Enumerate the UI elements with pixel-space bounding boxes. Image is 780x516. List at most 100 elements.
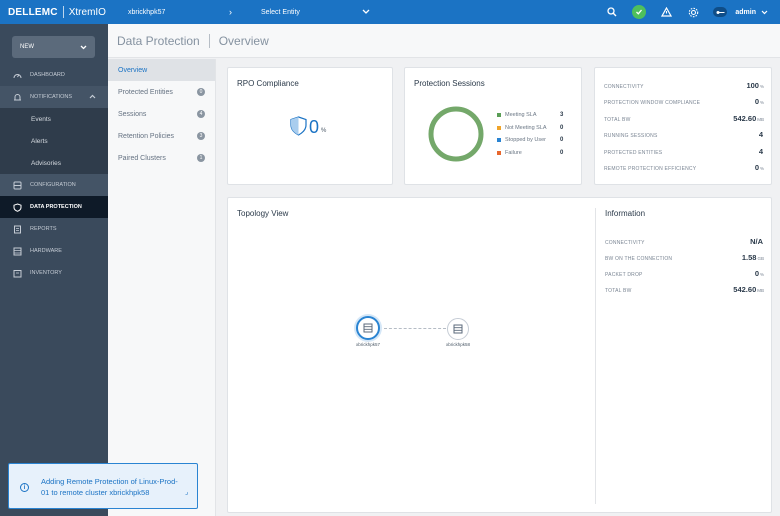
sidebar-item-reports[interactable]: REPORTS xyxy=(0,218,108,240)
user-menu[interactable]: admin xyxy=(713,7,768,17)
user-name: admin xyxy=(735,8,756,16)
sidebar-item-alerts[interactable]: Alerts xyxy=(0,130,108,152)
sidebar-item-label: Advisories xyxy=(31,159,61,167)
sidebar-item-label: HARDWARE xyxy=(30,248,62,254)
cluster-node-remote[interactable]: xbrickhpk58 xyxy=(446,318,470,347)
header-separator xyxy=(208,33,210,48)
stat-value: 0 xyxy=(754,97,759,106)
stat-label: REMOTE PROTECTION EFFICIENCY xyxy=(604,166,697,172)
entity-selector[interactable]: Select Entity xyxy=(261,8,300,16)
subnav-label: Overview xyxy=(118,66,148,74)
stat-total-bw: TOTAL BW 542.60MB xyxy=(604,114,764,123)
legend-row-not-meeting-sla: Not Meeting SLA 0 xyxy=(497,122,563,135)
sidebar-item-advisories[interactable]: Advisories xyxy=(0,152,108,174)
sidebar-item-hardware[interactable]: HARDWARE xyxy=(0,240,108,262)
info-label: PACKET DROP xyxy=(605,272,643,278)
info-value: 1.58 xyxy=(741,253,757,262)
report-icon xyxy=(13,225,22,234)
legend-value: 0 xyxy=(560,137,564,144)
sidebar-item-dashboard[interactable]: DASHBOARD xyxy=(0,64,108,86)
health-ok-icon[interactable] xyxy=(632,5,647,19)
subnav-label: Protected Entities xyxy=(118,88,173,96)
dell-emc-logo: DELLEMC xyxy=(8,6,58,18)
chevron-down-icon xyxy=(80,45,87,49)
legend-swatch xyxy=(497,150,501,155)
info-unit: % xyxy=(759,272,764,277)
chevron-down-icon xyxy=(761,10,768,14)
sidebar-item-events[interactable]: Events xyxy=(0,108,108,130)
legend-value: 3 xyxy=(560,112,564,119)
info-unit: MB xyxy=(757,288,764,293)
legend-swatch xyxy=(497,138,501,143)
subnav-label: Sessions xyxy=(118,110,147,118)
stat-label: TOTAL BW xyxy=(604,117,631,123)
subnav-item-sessions[interactable]: Sessions 4 xyxy=(108,103,215,125)
brand-separator xyxy=(62,6,64,18)
sidebar-nav: DASHBOARD NOTIFICATIONS Events Alerts Ad… xyxy=(0,64,108,284)
storage-array-icon xyxy=(453,324,463,334)
info-label: TOTAL BW xyxy=(605,288,632,294)
sidebar-item-inventory[interactable]: INVENTORY xyxy=(0,262,108,284)
stat-value: 4 xyxy=(758,147,763,156)
legend-row-meeting-sla: Meeting SLA 3 xyxy=(497,109,563,122)
gauge-icon xyxy=(13,71,22,80)
card-title: Topology View xyxy=(237,209,289,218)
info-value: N/A xyxy=(750,237,763,246)
info-connectivity: CONNECTIVITY N/A xyxy=(605,237,764,246)
info-bw-on-connection: BW ON THE CONNECTION 1.58GB xyxy=(605,253,764,262)
count-badge: 4 xyxy=(197,110,205,118)
gear-icon[interactable] xyxy=(686,5,700,19)
subnav-item-paired-clusters[interactable]: Paired Clusters 1 xyxy=(108,147,215,169)
new-button-label: NEW xyxy=(20,44,34,50)
count-badge: 3 xyxy=(197,132,205,140)
info-value: 542.60 xyxy=(733,285,757,294)
inventory-icon xyxy=(13,269,22,278)
sidebar-item-notifications[interactable]: NOTIFICATIONS xyxy=(0,86,108,108)
sidebar-item-label: REPORTS xyxy=(30,226,57,232)
chevron-down-icon[interactable] xyxy=(362,0,370,24)
cluster-node-label: xbrickhpk58 xyxy=(446,342,471,347)
subnav-item-protected-entities[interactable]: Protected Entities 0 xyxy=(108,81,215,103)
info-label: CONNECTIVITY xyxy=(605,240,645,246)
new-button[interactable]: NEW xyxy=(12,36,95,58)
topology-divider xyxy=(595,208,596,504)
sidebar-item-label: INVENTORY xyxy=(30,270,62,276)
brand-logo: DELLEMC XtremIO xyxy=(0,0,108,24)
count-badge: 1 xyxy=(197,154,205,162)
alert-triangle-icon[interactable] xyxy=(659,5,673,19)
product-name: XtremIO xyxy=(68,6,106,18)
legend-label: Stopped by User xyxy=(505,137,546,144)
subnav-item-overview[interactable]: Overview xyxy=(108,59,215,81)
legend-swatch xyxy=(497,125,501,130)
stat-unit: % xyxy=(759,84,764,89)
stat-unit: % xyxy=(759,100,764,105)
stat-remote-protection-efficiency: REMOTE PROTECTION EFFICIENCY 0% xyxy=(604,163,764,172)
rpo-value: 0 % xyxy=(290,116,326,136)
legend-value: 0 xyxy=(560,149,564,156)
legend-label: Failure xyxy=(505,149,522,156)
collapse-icon[interactable]: ⌟ xyxy=(185,489,189,496)
subnav-item-retention-policies[interactable]: Retention Policies 3 xyxy=(108,125,215,147)
cluster-node-circle xyxy=(447,318,469,340)
legend-label: Meeting SLA xyxy=(505,112,537,119)
sidebar-item-label: CONFIGURATION xyxy=(30,182,76,188)
notification-toast[interactable]: i Adding Remote Protection of Linux-Prod… xyxy=(8,463,198,509)
page-title: Overview xyxy=(218,33,269,48)
cluster-node-local[interactable]: xbrickhpk57 xyxy=(356,316,380,347)
stat-value: 4 xyxy=(758,130,763,139)
top-bar: DELLEMC XtremIO xbrickhpk57 › Select Ent… xyxy=(0,0,780,24)
subnav-label: Retention Policies xyxy=(118,132,175,140)
cluster-selector[interactable]: xbrickhpk57 xyxy=(128,8,166,16)
cluster-node-label: xbrickhpk57 xyxy=(356,342,381,347)
stat-value: 542.60 xyxy=(733,114,757,123)
stat-connectivity: CONNECTIVITY 100% xyxy=(604,81,764,90)
stat-label: PROTECTION WINDOW COMPLIANCE xyxy=(604,100,701,106)
sidebar-item-data-protection[interactable]: DATA PROTECTION xyxy=(0,196,108,218)
stat-value: 0 xyxy=(754,163,759,172)
sidebar-item-label: Alerts xyxy=(31,137,48,145)
legend-swatch xyxy=(497,113,501,118)
sidebar-item-configuration[interactable]: CONFIGURATION xyxy=(0,174,108,196)
bell-icon xyxy=(13,93,22,102)
shield-icon xyxy=(13,202,22,212)
search-icon[interactable] xyxy=(605,5,619,19)
